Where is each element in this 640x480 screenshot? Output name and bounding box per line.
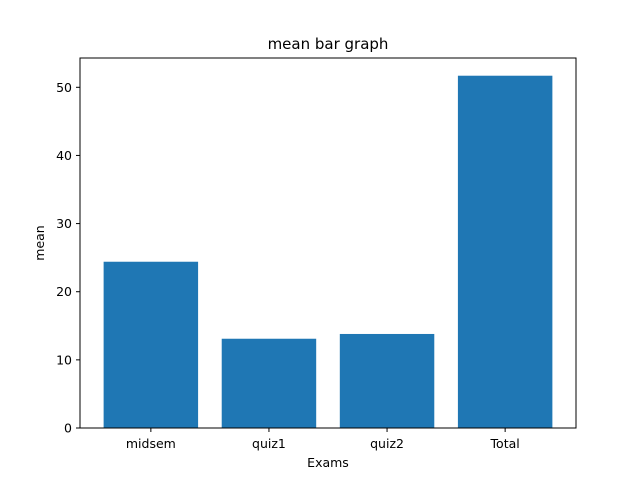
bar-midsem <box>103 261 199 428</box>
y-tick-label: 20 <box>56 284 72 299</box>
x-axis-label: Exams <box>307 455 349 470</box>
y-tick-label: 30 <box>56 216 72 231</box>
bar-quiz1 <box>221 338 317 428</box>
plot-area-frame <box>79 57 577 429</box>
y-tick-label: 40 <box>56 148 72 163</box>
x-tick-label: quiz1 <box>252 436 286 451</box>
bar-total <box>457 75 553 428</box>
y-ticks-layer: 0 10 20 30 40 50 <box>56 80 80 436</box>
x-ticks-layer: midsem quiz1 quiz2 Total <box>126 428 520 451</box>
bars-layer <box>103 75 553 428</box>
x-tick-label: midsem <box>126 436 176 451</box>
x-tick-label: Total <box>490 436 520 451</box>
x-tick-label: quiz2 <box>370 436 404 451</box>
y-tick-label: 50 <box>56 80 72 95</box>
y-tick-label: 0 <box>64 421 72 436</box>
bar-quiz2 <box>339 333 435 428</box>
chart-title: mean bar graph <box>268 35 389 53</box>
y-axis-label: mean <box>32 225 47 260</box>
y-tick-label: 10 <box>56 352 72 367</box>
